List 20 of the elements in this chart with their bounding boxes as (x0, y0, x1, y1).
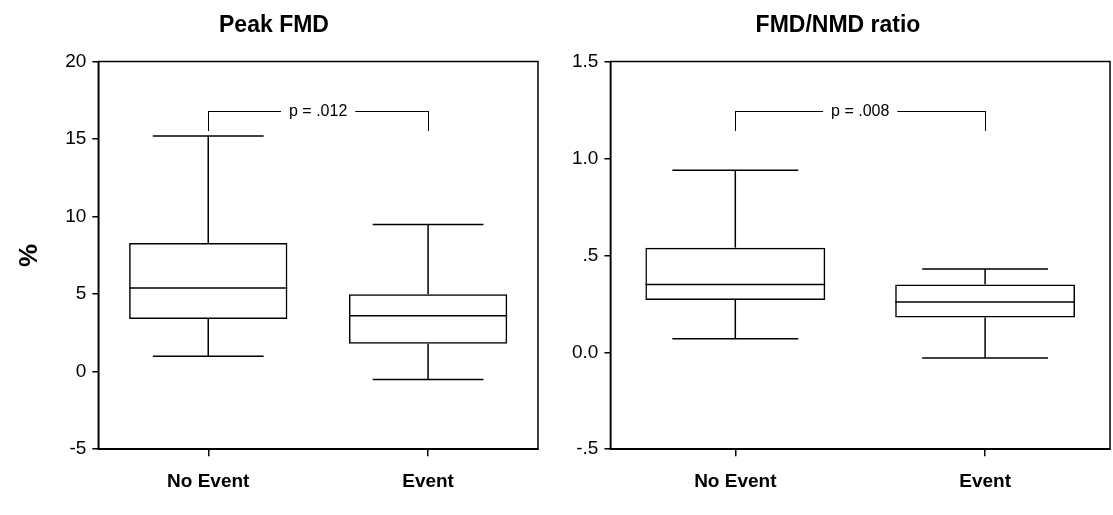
y-tick-label: 5 (75, 282, 87, 304)
y-tick-label: -.5 (576, 437, 599, 459)
y-tick-label: 0 (75, 359, 87, 381)
y-tick-label: 0.0 (571, 340, 599, 362)
y-tick-label: 15 (65, 127, 87, 149)
y-tick-label: .5 (582, 243, 599, 265)
y-tick-label: 1.5 (571, 49, 599, 71)
y-tick-label: -5 (69, 437, 87, 459)
x-tick-label: No Event (694, 469, 778, 491)
y-tick-label: 10 (65, 204, 87, 226)
x-tick-label: Event (402, 469, 455, 491)
annotation: p = .008 (831, 102, 890, 120)
chart-title: FMD/NMD ratio (755, 11, 921, 38)
y-axis-title: % (12, 243, 43, 267)
y-tick-label: 1.0 (571, 146, 599, 168)
chart-title: Peak FMD (219, 11, 329, 38)
x-tick-label: Event (959, 469, 1012, 491)
y-tick-label: 20 (65, 49, 87, 71)
x-tick-label: No Event (167, 469, 251, 491)
annotation: p = .012 (289, 102, 348, 120)
